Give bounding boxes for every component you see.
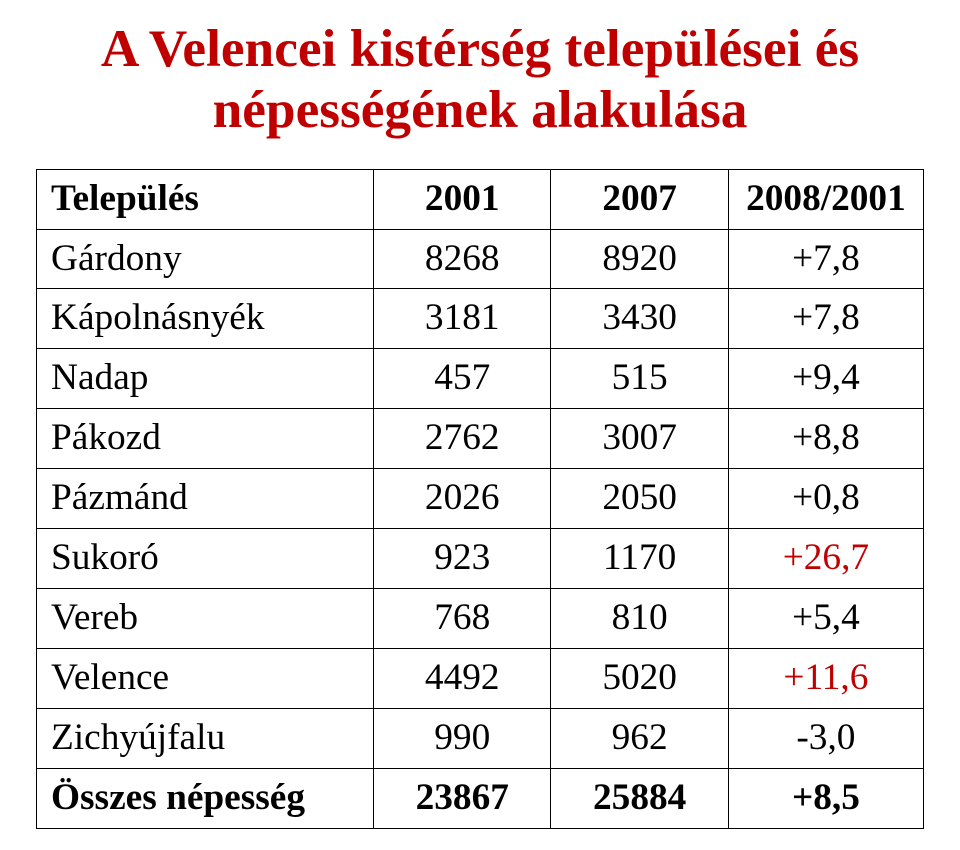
cell-name: Sukoró [37, 529, 374, 589]
cell-2007: 1170 [551, 529, 728, 589]
cell-change: +7,8 [728, 229, 923, 289]
col-header-2007: 2007 [551, 169, 728, 229]
col-header-change: 2008/2001 [728, 169, 923, 229]
title-line-2: népességének alakulása [36, 79, 924, 140]
cell-2001: 3181 [374, 289, 551, 349]
cell-2001: 768 [374, 589, 551, 649]
cell-name: Kápolnásnyék [37, 289, 374, 349]
cell-2007: 3430 [551, 289, 728, 349]
cell-change: +5,4 [728, 589, 923, 649]
table-row: Sukoró9231170+26,7 [37, 529, 924, 589]
page-root: A Velencei kistérség települései és népe… [0, 0, 960, 850]
cell-2007: 2050 [551, 469, 728, 529]
table-row: Nadap457515+9,4 [37, 349, 924, 409]
cell-change: +8,8 [728, 409, 923, 469]
table-row: Pázmánd20262050+0,8 [37, 469, 924, 529]
cell-2007: 810 [551, 589, 728, 649]
cell-2001: 8268 [374, 229, 551, 289]
cell-2007: 3007 [551, 409, 728, 469]
cell-2001: 2762 [374, 409, 551, 469]
table-header-row: Település 2001 2007 2008/2001 [37, 169, 924, 229]
cell-change: +11,6 [728, 649, 923, 709]
cell-2007: 5020 [551, 649, 728, 709]
cell-change: +8,5 [728, 768, 923, 828]
title-line-1: A Velencei kistérség települései és [36, 18, 924, 79]
cell-name: Zichyújfalu [37, 708, 374, 768]
population-table: Település 2001 2007 2008/2001 Gárdony826… [36, 169, 924, 829]
cell-2001: 23867 [374, 768, 551, 828]
cell-change: -3,0 [728, 708, 923, 768]
cell-2001: 4492 [374, 649, 551, 709]
table-row: Velence44925020+11,6 [37, 649, 924, 709]
table-row: Gárdony82688920+7,8 [37, 229, 924, 289]
cell-2001: 457 [374, 349, 551, 409]
cell-name: Vereb [37, 589, 374, 649]
table-row: Összes népesség2386725884+8,5 [37, 768, 924, 828]
cell-2007: 8920 [551, 229, 728, 289]
cell-2007: 962 [551, 708, 728, 768]
table-row: Zichyújfalu990962-3,0 [37, 708, 924, 768]
cell-2007: 25884 [551, 768, 728, 828]
col-header-2001: 2001 [374, 169, 551, 229]
cell-2001: 923 [374, 529, 551, 589]
cell-name: Nadap [37, 349, 374, 409]
cell-change: +26,7 [728, 529, 923, 589]
page-title: A Velencei kistérség települései és népe… [36, 18, 924, 141]
table-row: Kápolnásnyék31813430+7,8 [37, 289, 924, 349]
cell-2001: 990 [374, 708, 551, 768]
cell-2001: 2026 [374, 469, 551, 529]
cell-name: Pákozd [37, 409, 374, 469]
cell-2007: 515 [551, 349, 728, 409]
cell-name: Gárdony [37, 229, 374, 289]
cell-name: Pázmánd [37, 469, 374, 529]
cell-name: Velence [37, 649, 374, 709]
cell-change: +7,8 [728, 289, 923, 349]
table-row: Vereb768810+5,4 [37, 589, 924, 649]
cell-name: Összes népesség [37, 768, 374, 828]
col-header-name: Település [37, 169, 374, 229]
cell-change: +9,4 [728, 349, 923, 409]
cell-change: +0,8 [728, 469, 923, 529]
table-row: Pákozd27623007+8,8 [37, 409, 924, 469]
